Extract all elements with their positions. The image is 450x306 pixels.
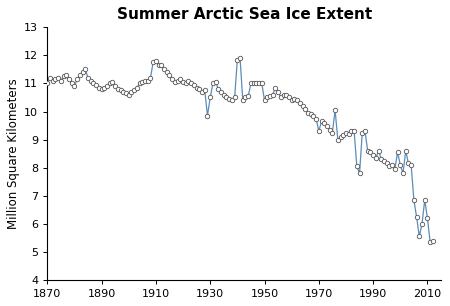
Title: Summer Arctic Sea Ice Extent: Summer Arctic Sea Ice Extent: [117, 7, 372, 22]
Y-axis label: Million Square Kilometers: Million Square Kilometers: [7, 78, 20, 229]
